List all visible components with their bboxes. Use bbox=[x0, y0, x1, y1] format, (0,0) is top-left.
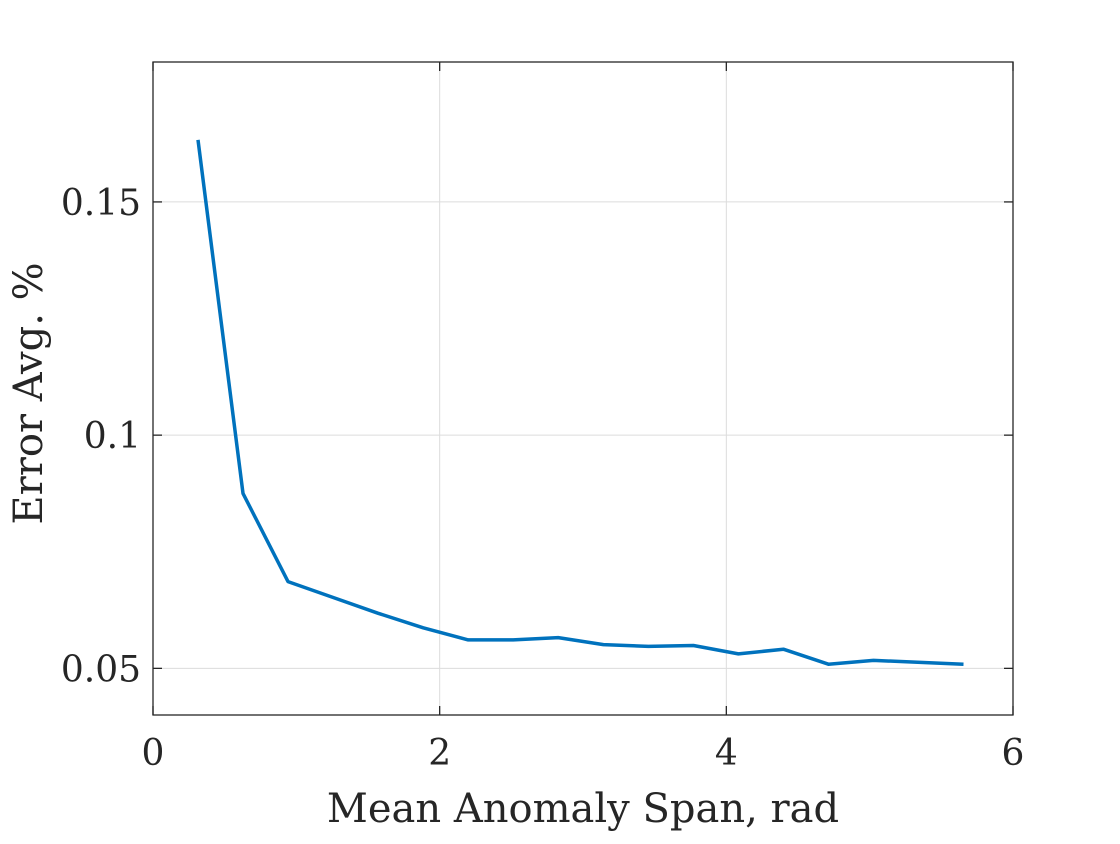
x-tick-label: 0 bbox=[142, 733, 165, 774]
y-tick-label: 0.1 bbox=[84, 416, 141, 457]
axes-box bbox=[152, 61, 1014, 716]
y-axis-label: Error Avg. % bbox=[6, 262, 52, 524]
y-tick-labels: 0.05 0.1 0.15 bbox=[61, 183, 141, 690]
tick-marks bbox=[152, 62, 1014, 715]
series-layer bbox=[196, 139, 964, 666]
y-tick-label: 0.05 bbox=[61, 649, 141, 690]
x-axis-label: Mean Anomaly Span, rad bbox=[327, 786, 839, 832]
x-tick-label: 6 bbox=[1002, 733, 1025, 774]
y-tick-label: 0.15 bbox=[61, 183, 141, 224]
series-line bbox=[196, 139, 964, 666]
grid-lines bbox=[153, 62, 1013, 715]
x-tick-label: 4 bbox=[715, 733, 738, 774]
x-tick-label: 2 bbox=[428, 733, 451, 774]
plot-area bbox=[153, 62, 1013, 715]
x-tick-labels: 0 2 4 6 bbox=[142, 733, 1025, 774]
